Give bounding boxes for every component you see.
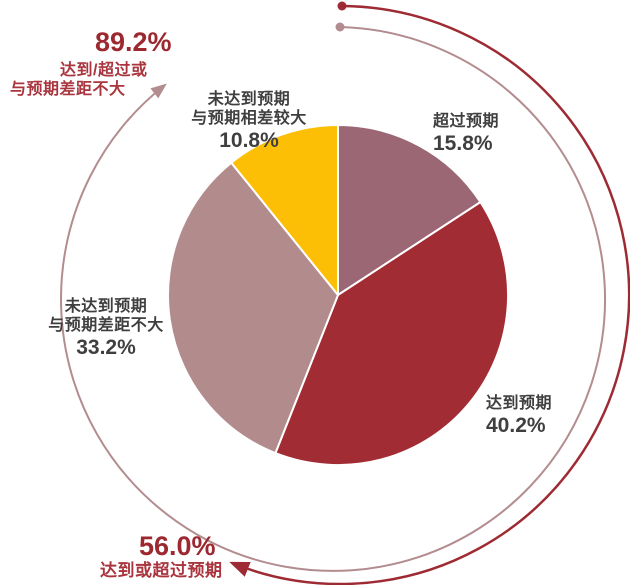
label-exceed: 超过预期 15.8% <box>433 112 499 156</box>
label-below-large-name2: 与预期相差较大 <box>191 110 307 127</box>
label-meet-name: 达到预期 <box>486 395 553 412</box>
label-meet: 达到预期 40.2% <box>486 394 552 438</box>
pie-slice-meet <box>274 201 510 467</box>
label-below-small-name1: 未达到预期 <box>64 298 148 315</box>
label-meet-pct: 40.2% <box>486 414 546 437</box>
annotation-56-line1: 达到或超过预期 <box>100 561 223 580</box>
arc-89-start-dot-icon <box>335 22 345 32</box>
arc-56-percent <box>229 4 630 585</box>
annotation-56-pct: 56.0% <box>139 531 216 561</box>
annotation-89-line1: 达到/超过或 <box>60 62 148 79</box>
label-below-large-name1: 未达到预期 <box>207 91 291 108</box>
label-exceed-pct: 15.8% <box>433 132 493 155</box>
arc-56-start-dot-icon <box>337 1 347 11</box>
label-below-small-pct: 33.2% <box>76 336 136 359</box>
annotation-89-pct: 89.2% <box>95 27 172 57</box>
pie-slice-below-large <box>230 124 339 296</box>
arc-89-percent <box>60 26 606 572</box>
label-below-small-name2: 与预期差距不大 <box>48 317 164 334</box>
label-below-large: 未达到预期 与预期相差较大 10.8% <box>169 90 329 153</box>
annotation-89-line2: 与预期差距不大 <box>10 81 126 98</box>
pie-slice-exceed <box>337 124 482 296</box>
label-below-small: 未达到预期 与预期差距不大 33.2% <box>26 297 186 360</box>
pie-slice-below-small <box>167 161 339 455</box>
label-below-large-pct: 10.8% <box>219 129 279 152</box>
label-exceed-name: 超过预期 <box>433 113 500 130</box>
